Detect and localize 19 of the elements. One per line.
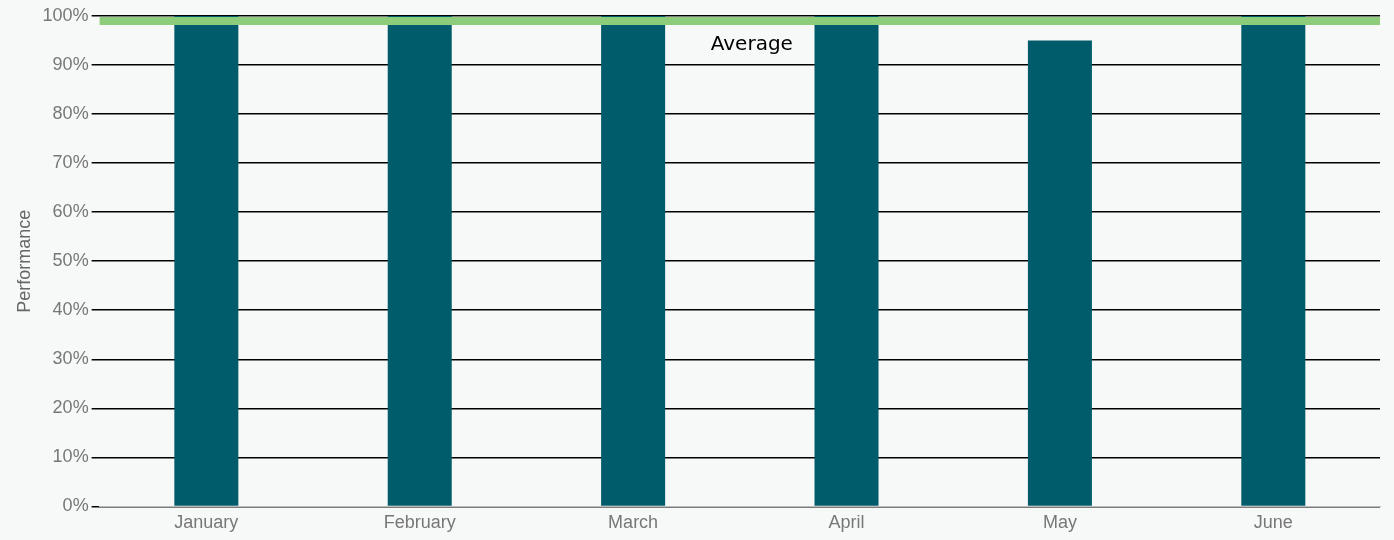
- y-tick-label: 60%: [52, 201, 89, 222]
- y-tick-label: 40%: [52, 299, 89, 320]
- x-tick-label: January: [174, 512, 239, 533]
- y-tick-label: 80%: [52, 103, 89, 124]
- y-axis-title: Performance: [13, 209, 34, 313]
- y-tick-label: 70%: [52, 152, 89, 173]
- y-tick-label: 100%: [42, 4, 89, 25]
- x-tick-label: March: [608, 512, 659, 533]
- y-tick-label: 50%: [52, 250, 89, 271]
- ref-line-label: Average: [710, 31, 793, 56]
- y-tick-label: 0%: [62, 495, 89, 516]
- x-tick-label: April: [828, 512, 865, 533]
- x-tick-label: June: [1253, 512, 1293, 533]
- x-tick-label: May: [1042, 512, 1077, 533]
- x-tick-label: February: [383, 512, 456, 533]
- y-tick-label: 90%: [52, 54, 89, 75]
- y-tick-label: 30%: [52, 348, 89, 369]
- y-tick-label: 20%: [52, 397, 89, 418]
- y-tick-label: 10%: [52, 446, 89, 467]
